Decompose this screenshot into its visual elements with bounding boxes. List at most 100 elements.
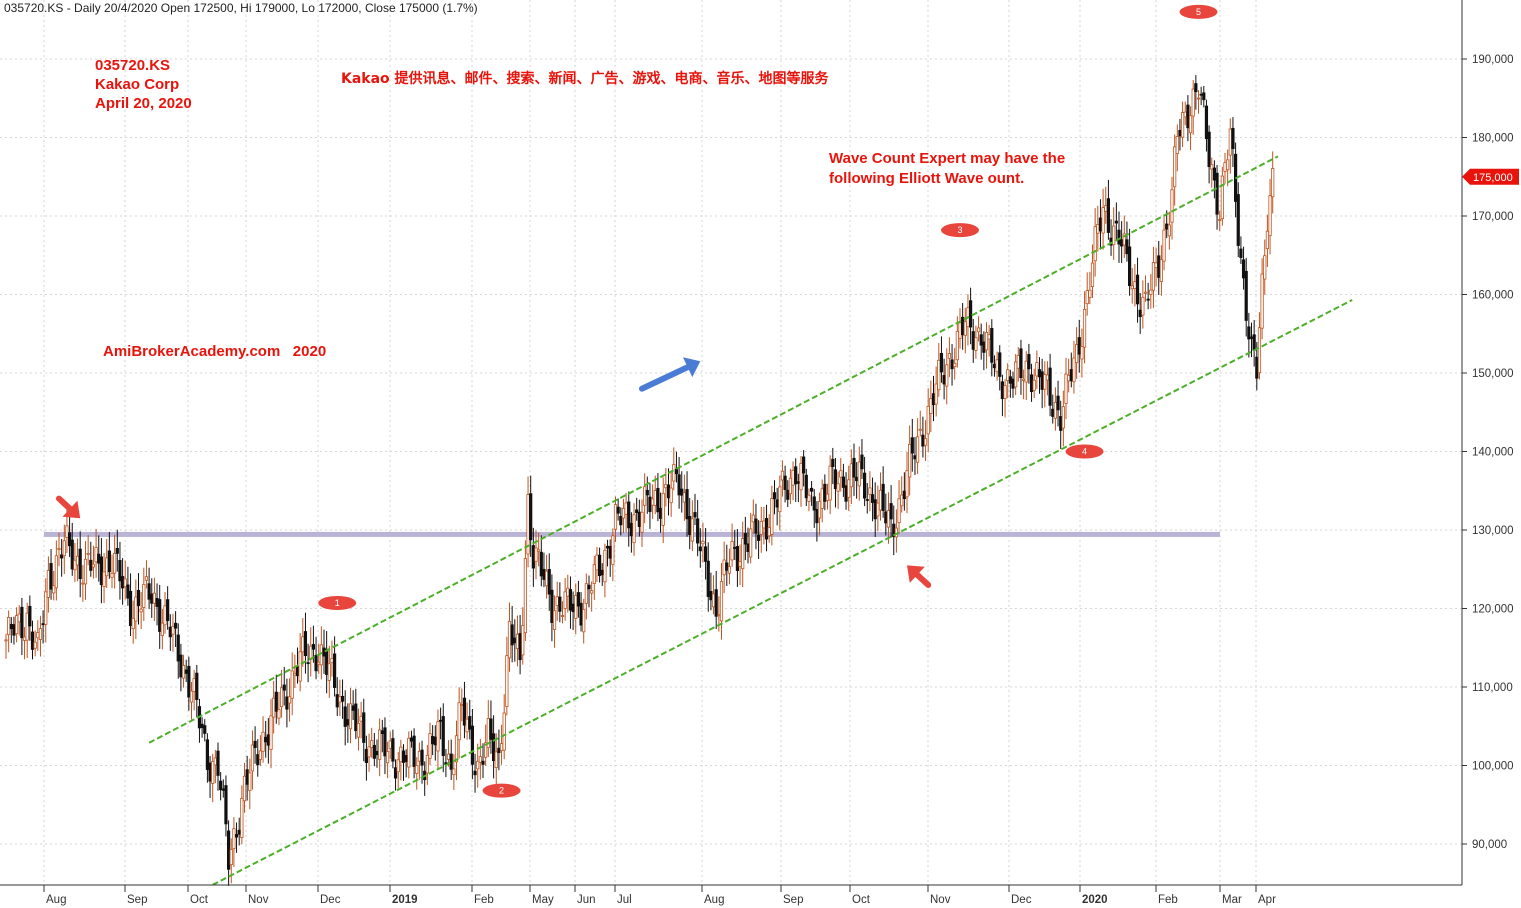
candle — [232, 817, 236, 867]
y-tick-label: 140,000 — [1472, 447, 1514, 459]
candle — [860, 439, 864, 479]
candle — [587, 575, 591, 608]
candle — [1178, 118, 1182, 151]
candle — [1175, 124, 1179, 172]
x-tick-label: 2020 — [1082, 894, 1108, 906]
candle — [1207, 125, 1211, 184]
candle — [1236, 182, 1240, 258]
candle — [460, 688, 464, 722]
candle — [245, 755, 249, 801]
candle — [1167, 211, 1171, 250]
candle — [462, 681, 467, 739]
candle — [918, 410, 922, 437]
candle — [491, 715, 496, 779]
candle — [105, 539, 109, 588]
candle — [1157, 240, 1161, 296]
candle — [937, 343, 941, 397]
candle — [494, 733, 498, 787]
candle — [431, 725, 435, 756]
candle — [738, 544, 742, 585]
candle — [529, 475, 533, 557]
candle — [351, 690, 355, 721]
candle — [1204, 99, 1209, 152]
candle — [121, 558, 125, 605]
candle — [83, 541, 88, 600]
candle — [134, 579, 138, 640]
candle — [574, 583, 578, 635]
candle — [966, 294, 970, 346]
candle — [1003, 379, 1007, 418]
candle — [706, 542, 710, 612]
candle — [868, 471, 872, 512]
candle — [669, 471, 673, 517]
candle — [1082, 291, 1087, 364]
candle — [1080, 328, 1084, 378]
candle — [643, 473, 647, 524]
candle — [775, 487, 779, 526]
candle — [990, 319, 994, 377]
candle — [857, 446, 861, 501]
candle — [1061, 390, 1065, 447]
candle — [672, 447, 676, 491]
red-arrow-bottom — [907, 565, 932, 588]
gridlines — [0, 0, 1462, 885]
y-tick-label: 100,000 — [1472, 761, 1514, 773]
candle — [658, 492, 663, 533]
candle — [680, 471, 684, 513]
candle — [534, 530, 538, 580]
candle — [189, 681, 194, 720]
candle — [264, 720, 268, 758]
candle — [931, 375, 936, 422]
candle — [1117, 211, 1121, 263]
candle — [160, 608, 164, 650]
candle — [234, 822, 239, 853]
candle — [486, 700, 490, 758]
wave-label-5: 5 — [1179, 4, 1218, 19]
candle — [30, 620, 35, 660]
candle — [60, 538, 64, 577]
candle — [150, 578, 154, 618]
candle — [290, 652, 294, 716]
candle — [25, 602, 29, 658]
candle — [449, 739, 453, 781]
candle — [704, 527, 708, 580]
y-tick-label: 170,000 — [1472, 211, 1514, 223]
candle — [518, 614, 522, 675]
candle — [810, 481, 814, 506]
candle — [582, 598, 586, 644]
candle — [1104, 186, 1108, 224]
candle — [327, 645, 331, 698]
candle — [552, 595, 557, 648]
candle — [261, 716, 265, 763]
candle — [892, 505, 896, 556]
candle — [33, 630, 37, 657]
candle — [1098, 199, 1103, 250]
candle — [953, 347, 957, 380]
annotation-line-1: Wave Count Expert may have the — [829, 150, 1065, 167]
candle — [1149, 274, 1153, 309]
candle — [1239, 236, 1243, 264]
candlestick-series — [4, 75, 1275, 886]
candle — [971, 318, 975, 363]
x-tick-label: Feb — [474, 894, 494, 906]
candle — [1085, 272, 1089, 316]
candle — [841, 463, 846, 497]
candle — [870, 477, 875, 522]
candle — [335, 677, 339, 717]
candle — [168, 614, 172, 651]
candle — [666, 468, 671, 516]
candle — [277, 691, 281, 726]
candle — [407, 731, 411, 779]
candle — [598, 547, 602, 583]
candle — [54, 540, 58, 601]
candle — [762, 506, 766, 545]
svg-text:4: 4 — [1082, 447, 1087, 457]
candle — [653, 475, 657, 515]
candle — [1210, 157, 1214, 188]
candle — [1029, 363, 1034, 402]
candle — [256, 739, 260, 777]
candle — [947, 337, 952, 378]
candle — [1260, 258, 1264, 340]
candle — [958, 308, 962, 349]
candle — [714, 570, 718, 629]
